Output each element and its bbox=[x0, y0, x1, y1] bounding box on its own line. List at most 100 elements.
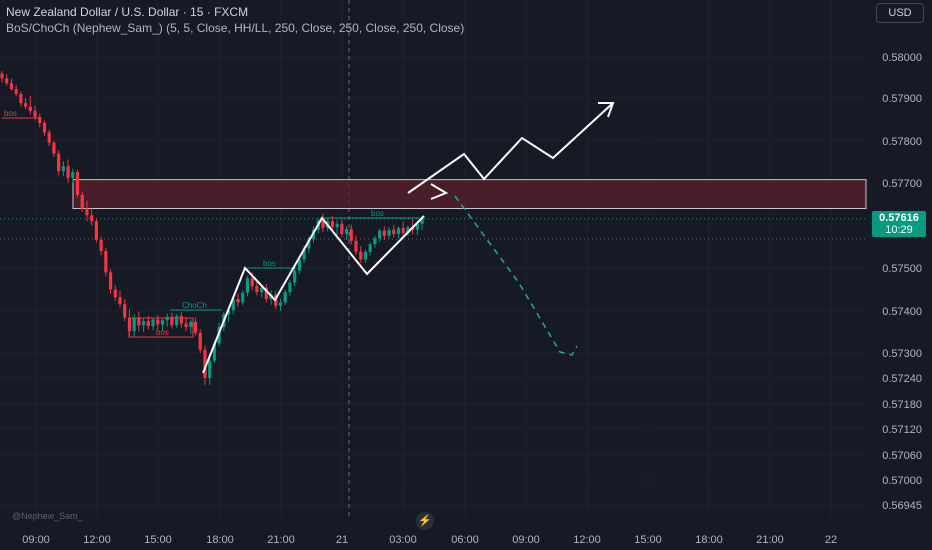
price-tick-label: 0.57700 bbox=[882, 178, 922, 190]
candle-body-down bbox=[193, 321, 198, 333]
candle-body-up bbox=[293, 270, 297, 283]
time-tick-label: 06:00 bbox=[451, 534, 479, 546]
time-tick-label: 09:00 bbox=[512, 534, 540, 546]
candle-body-down bbox=[33, 110, 37, 117]
candle-body-up bbox=[142, 321, 146, 326]
candle-body-up bbox=[245, 278, 250, 293]
candle-body-down bbox=[382, 230, 386, 236]
time-tick-label: 18:00 bbox=[206, 534, 234, 546]
supply-zone bbox=[72, 179, 867, 209]
last-price-value: 0.57616 bbox=[879, 212, 919, 224]
candle-body-down bbox=[401, 228, 405, 234]
price-tick-label: 0.57300 bbox=[882, 348, 922, 360]
candle-body-up bbox=[396, 228, 401, 234]
candle-body-down bbox=[42, 122, 47, 133]
candle-body-down bbox=[28, 106, 32, 111]
candle-body-down bbox=[250, 278, 254, 287]
candle-body-up bbox=[208, 360, 212, 378]
projected-bullish-path bbox=[407, 102, 614, 194]
time-tick-label: 03:00 bbox=[389, 534, 417, 546]
price-axis[interactable]: 0.58000 0.57900 0.57800 0.57700 0.57500 0.574… bbox=[882, 52, 922, 512]
candle-body-down bbox=[108, 272, 113, 290]
candle-body-down bbox=[113, 289, 117, 298]
candle-body-up bbox=[307, 239, 311, 249]
legend: New Zealand Dollar / U.S. Dollar · 15 · … bbox=[6, 4, 464, 36]
candle-body-up bbox=[278, 302, 283, 306]
arrowhead bbox=[598, 102, 615, 118]
candle-body-up bbox=[241, 292, 245, 303]
candle-body-up bbox=[165, 316, 169, 321]
price-tick-label: 0.57060 bbox=[882, 450, 922, 462]
time-tick-label: 15:00 bbox=[634, 534, 662, 546]
candle-body-down bbox=[349, 228, 353, 241]
candle-body-down bbox=[330, 221, 334, 228]
symbol-title: New Zealand Dollar / U.S. Dollar · 15 · … bbox=[6, 5, 249, 19]
candle-body-up bbox=[71, 172, 75, 178]
candle-body-up bbox=[297, 259, 301, 271]
bos-label: bos bbox=[371, 209, 384, 218]
candle-body-down bbox=[236, 298, 240, 303]
time-tick-label: 18:00 bbox=[695, 534, 723, 546]
bos-label: bos bbox=[263, 259, 276, 268]
price-tick-label: 0.58000 bbox=[882, 52, 922, 64]
drawings bbox=[202, 102, 615, 374]
time-tick-label: 12:00 bbox=[573, 534, 601, 546]
lightning-icon[interactable]: ⚡ bbox=[416, 512, 434, 530]
supply-zone-rect bbox=[72, 179, 867, 209]
price-tick-label: 0.57180 bbox=[882, 399, 922, 411]
time-tick-label: 22 bbox=[825, 534, 837, 546]
candle-body-down bbox=[19, 93, 23, 104]
time-tick-label: 21 bbox=[336, 534, 348, 546]
candle-body-up bbox=[61, 166, 65, 172]
candle-body-down bbox=[5, 78, 9, 84]
candle-body-down bbox=[123, 304, 127, 318]
candle-body-up bbox=[132, 317, 136, 332]
candle-body-up bbox=[226, 310, 231, 315]
price-tick-label: 0.57800 bbox=[882, 136, 922, 148]
bos-label: bos bbox=[4, 109, 17, 118]
arrowhead bbox=[430, 183, 449, 200]
candle-body-down bbox=[24, 103, 28, 107]
candle-body-down bbox=[47, 132, 51, 143]
candle-body-down bbox=[146, 321, 150, 327]
candle-body-down bbox=[99, 239, 103, 251]
candle-body-down bbox=[38, 116, 42, 123]
candle-body-down bbox=[57, 153, 61, 172]
candle-body-down bbox=[85, 208, 89, 216]
time-tick-label: 21:00 bbox=[756, 534, 784, 546]
time-tick-label: 15:00 bbox=[144, 534, 172, 546]
candle-body-up bbox=[335, 223, 339, 228]
candle-body-down bbox=[392, 229, 396, 234]
candle-body-up bbox=[373, 238, 377, 245]
candle-body-up bbox=[344, 228, 349, 234]
candle-body-down bbox=[156, 319, 160, 325]
candle-body-down bbox=[179, 316, 183, 324]
candle-body-up bbox=[415, 223, 419, 230]
structure-path bbox=[202, 215, 425, 374]
price-tick-label: 0.57240 bbox=[882, 373, 922, 385]
price-tick-label: 0.57400 bbox=[882, 306, 922, 318]
time-axis[interactable]: 09:00 12:00 15:00 18:00 21:00 21 03:00 06:00 09:… bbox=[22, 534, 837, 546]
candle-body-up bbox=[151, 319, 155, 327]
time-tick-label: 09:00 bbox=[22, 534, 50, 546]
currency-button[interactable]: USD bbox=[876, 3, 924, 23]
candle-body-down bbox=[321, 220, 325, 229]
candle-body-up bbox=[231, 298, 235, 311]
bos-label: bos bbox=[156, 328, 169, 337]
candle-body-down bbox=[203, 349, 207, 378]
candle-body-down bbox=[118, 297, 122, 305]
candle-body-up bbox=[302, 248, 306, 260]
candle-body-down bbox=[264, 287, 268, 299]
indicator-title: BoS/ChoCh (Nephew_Sam_) (5, 5, Close, HH… bbox=[6, 21, 465, 35]
bar-countdown: 10:29 bbox=[885, 224, 913, 236]
candle-body-down bbox=[255, 286, 259, 293]
candle-body-up bbox=[160, 320, 165, 325]
candle-body-up bbox=[368, 244, 372, 252]
structure-labels: bos bos ChoCh bos bos bbox=[4, 109, 384, 337]
candle-body-up bbox=[175, 316, 179, 326]
price-tick-label: 0.57000 bbox=[882, 475, 922, 487]
candle-body-down bbox=[75, 172, 80, 195]
candle-body-down bbox=[66, 166, 70, 178]
candle-body-up bbox=[212, 343, 216, 361]
